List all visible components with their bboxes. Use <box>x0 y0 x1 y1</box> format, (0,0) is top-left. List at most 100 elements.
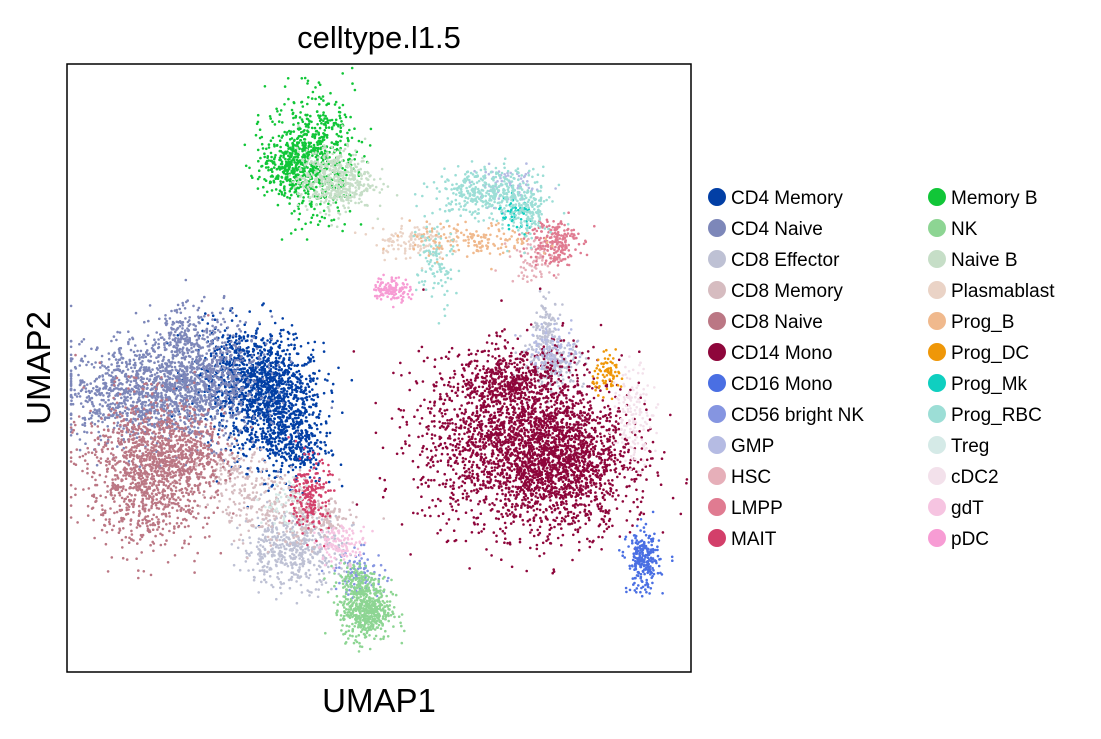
data-point <box>167 370 170 373</box>
data-point <box>188 316 191 319</box>
data-point <box>199 357 203 361</box>
data-point <box>162 338 166 341</box>
data-point <box>201 337 204 340</box>
data-point <box>217 369 221 373</box>
data-point <box>191 350 195 353</box>
data-point <box>90 414 94 417</box>
data-point <box>273 501 277 504</box>
data-point <box>188 340 192 344</box>
data-point <box>244 379 247 383</box>
data-point <box>272 342 275 346</box>
data-point <box>220 414 223 418</box>
data-point <box>238 514 242 517</box>
data-point <box>174 368 178 372</box>
data-point <box>238 488 242 491</box>
data-point <box>203 295 206 299</box>
data-point <box>151 368 154 371</box>
data-point <box>277 372 281 376</box>
data-point <box>323 559 327 562</box>
data-point <box>179 340 182 344</box>
data-point <box>192 399 196 402</box>
data-point <box>230 442 234 446</box>
data-point <box>268 486 271 490</box>
data-point <box>218 499 221 503</box>
data-point <box>237 433 240 437</box>
data-point <box>248 408 252 412</box>
data-point <box>277 345 280 349</box>
data-point <box>69 353 73 357</box>
data-point <box>221 341 224 345</box>
data-point <box>237 464 241 468</box>
data-point <box>311 534 315 537</box>
data-point <box>118 368 122 372</box>
data-point <box>236 324 240 327</box>
data-point <box>216 338 220 342</box>
data-point <box>282 447 286 451</box>
data-point <box>132 392 136 396</box>
data-point <box>334 563 338 567</box>
data-point <box>552 330 555 333</box>
data-point <box>271 530 275 533</box>
data-point <box>287 364 290 368</box>
data-point <box>182 365 185 368</box>
data-point <box>322 350 326 353</box>
data-point <box>280 521 284 525</box>
data-point <box>170 365 174 369</box>
data-point <box>199 407 202 411</box>
data-point <box>306 458 309 462</box>
data-point <box>111 414 115 418</box>
data-point <box>266 526 270 530</box>
data-point <box>252 386 256 390</box>
data-point <box>232 334 235 337</box>
data-point <box>242 376 245 380</box>
data-point <box>130 366 133 370</box>
data-point <box>282 582 286 585</box>
data-point <box>285 452 289 456</box>
data-point <box>290 465 293 469</box>
data-point <box>115 392 119 396</box>
data-point <box>215 360 219 364</box>
data-point <box>175 311 179 314</box>
data-point <box>246 438 249 441</box>
data-point <box>106 403 110 407</box>
data-point <box>115 413 118 417</box>
data-point <box>116 330 119 334</box>
data-point <box>287 332 291 335</box>
data-point <box>581 385 584 388</box>
data-point <box>288 392 292 396</box>
data-point <box>192 366 195 370</box>
data-point <box>227 377 230 381</box>
data-point <box>173 402 177 406</box>
data-point <box>281 408 284 411</box>
data-point <box>78 364 82 367</box>
data-point <box>208 329 212 333</box>
data-point <box>274 436 278 439</box>
data-point <box>248 361 251 365</box>
data-point <box>183 307 187 310</box>
data-point <box>218 311 222 315</box>
data-point <box>294 465 298 469</box>
data-point <box>228 350 232 354</box>
data-point <box>280 425 284 429</box>
data-point <box>124 398 127 402</box>
data-point <box>239 348 242 351</box>
data-point <box>237 354 240 357</box>
data-point <box>145 377 149 381</box>
data-point <box>302 526 306 530</box>
data-point <box>107 398 110 402</box>
data-point <box>172 344 176 348</box>
data-point <box>177 349 181 352</box>
data-point <box>275 459 278 463</box>
data-point <box>267 474 271 477</box>
data-point <box>312 377 315 380</box>
data-point <box>203 399 206 402</box>
data-point <box>530 345 533 349</box>
data-point <box>177 404 180 408</box>
data-point <box>323 378 327 381</box>
data-point <box>218 362 222 365</box>
data-point <box>309 360 312 363</box>
data-point <box>230 319 234 322</box>
data-point <box>188 323 192 326</box>
data-point <box>304 408 308 412</box>
data-point <box>77 373 80 377</box>
